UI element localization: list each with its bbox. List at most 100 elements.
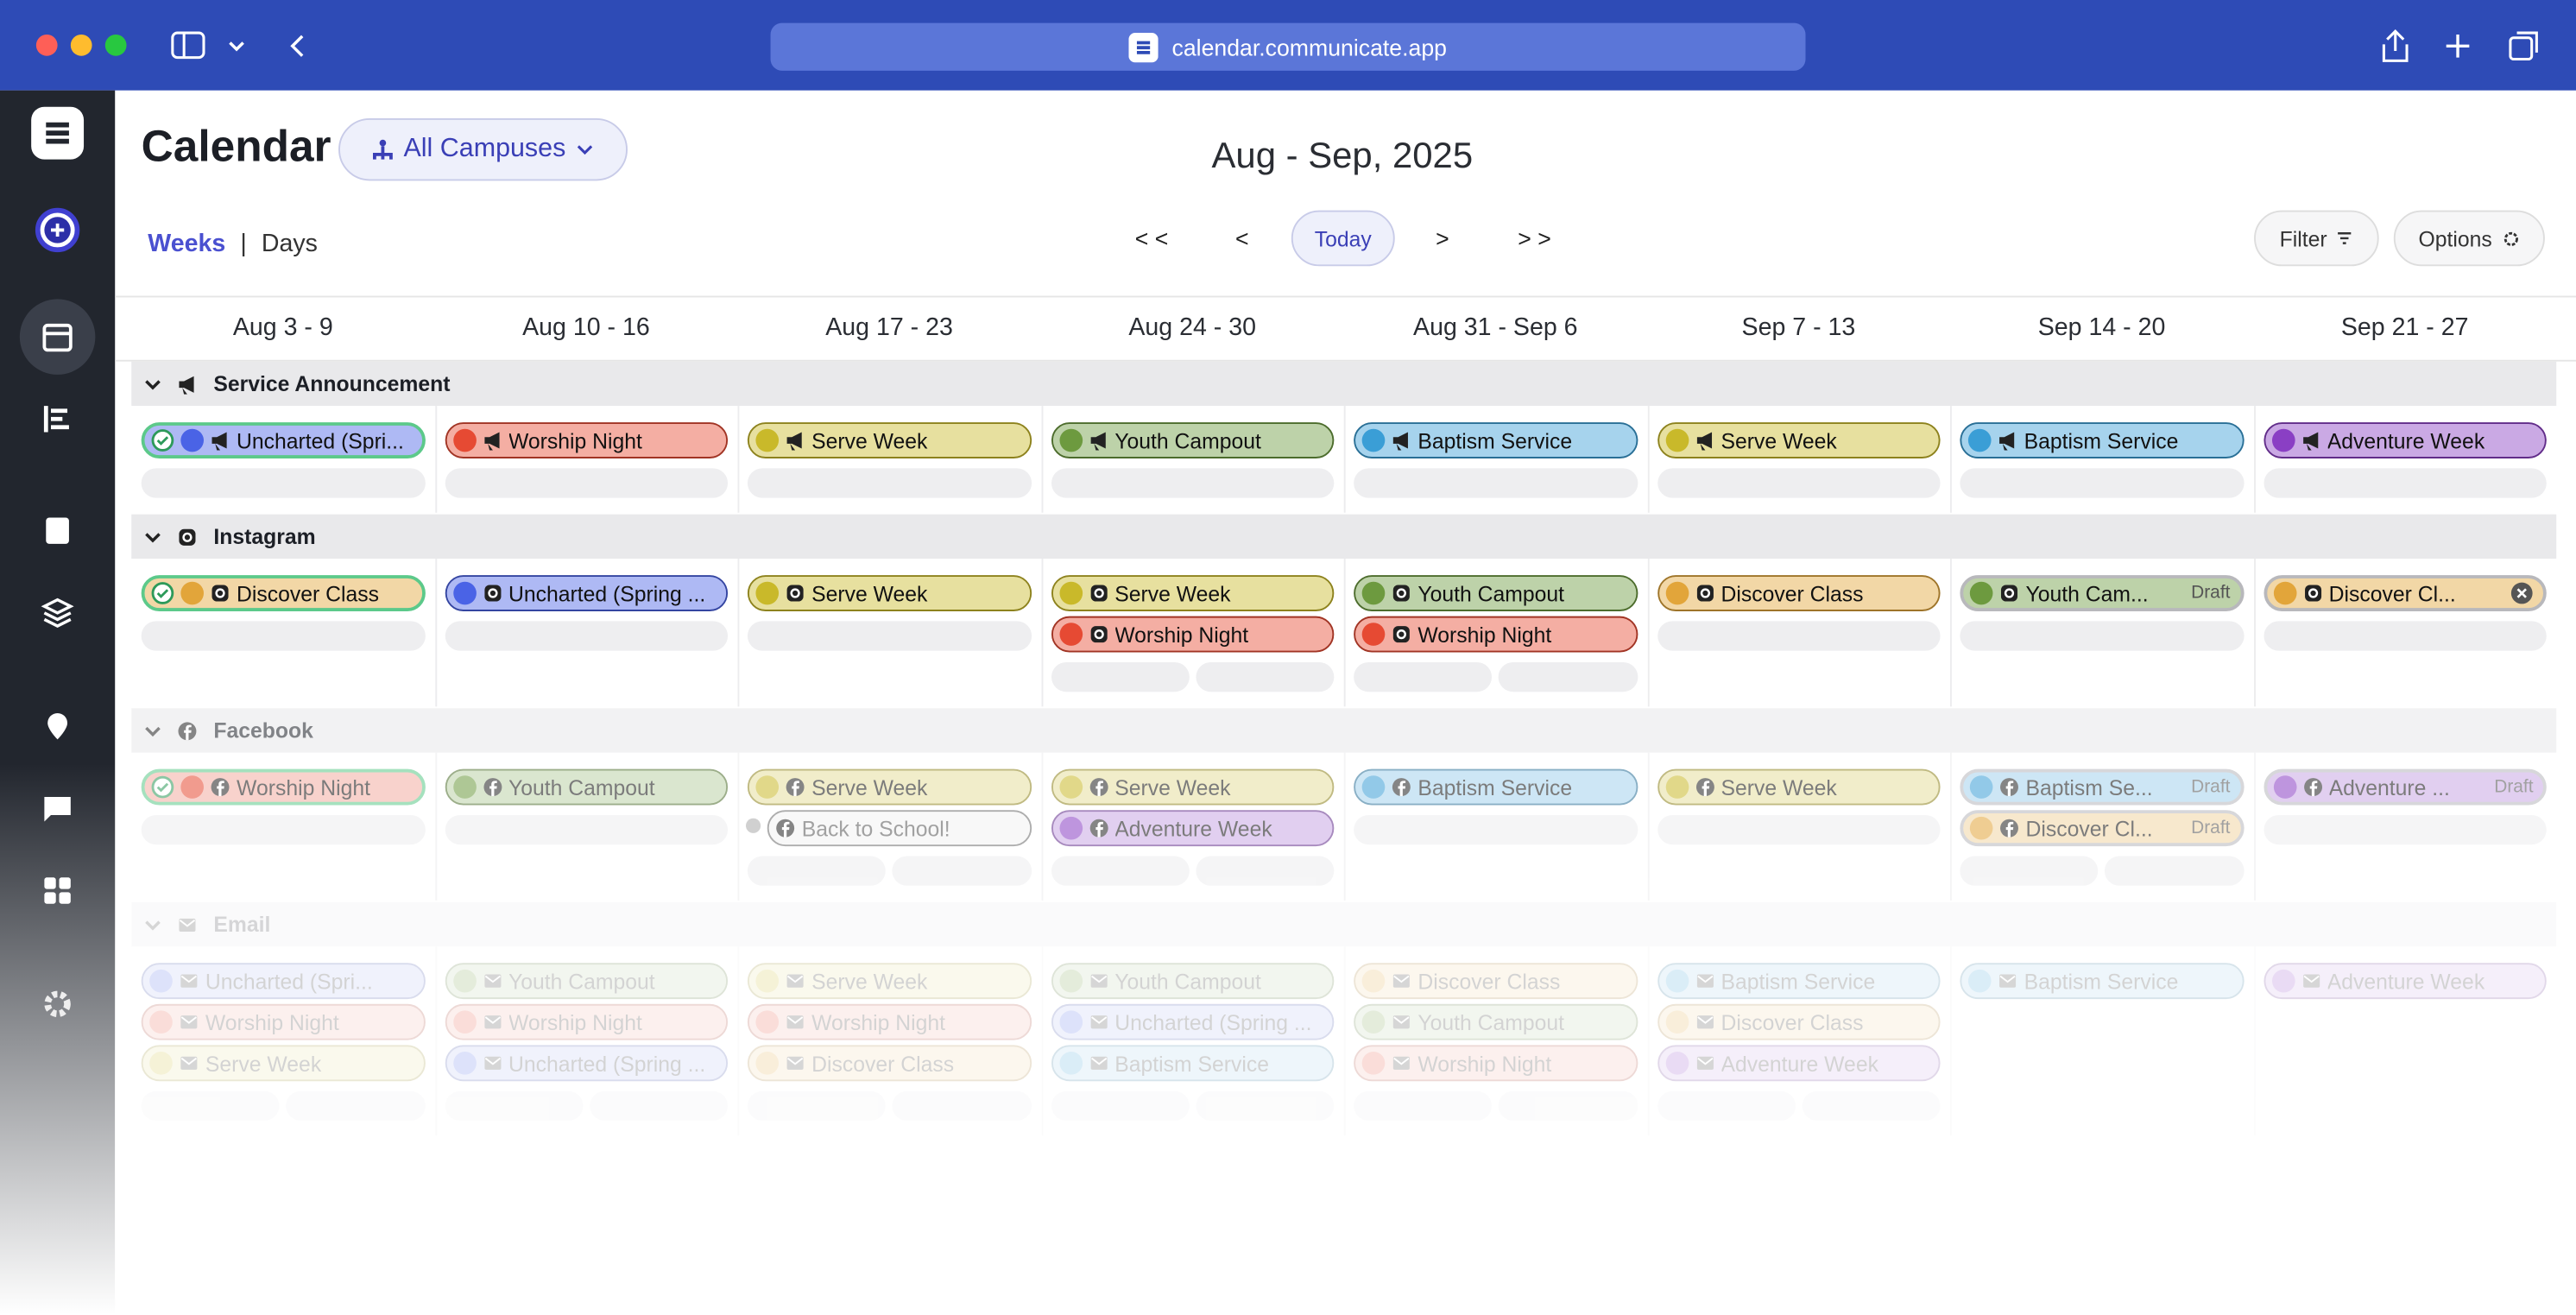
zoom-button[interactable] [104,34,127,56]
nav-button[interactable]: Today [1291,210,1395,267]
event-pill[interactable]: Baptism Service [1657,963,1941,1000]
event-pill[interactable]: Uncharted (Spring ... [444,1045,729,1082]
event-pill[interactable]: Adventure Week [1051,810,1335,847]
event-pill[interactable]: Worship Night [747,1003,1032,1040]
event-pill[interactable]: Worship Night [444,1003,729,1040]
event-pill[interactable]: Serve Week [141,1045,425,1082]
browser-actions[interactable] [2376,26,2550,66]
event-pill[interactable]: Serve Week [747,422,1032,458]
event-label: Baptism Se... [2025,774,2153,800]
event-label: Uncharted (Spri... [205,968,373,994]
event-pill[interactable]: Discover Class [1657,1003,1941,1040]
layers-nav[interactable] [31,586,84,639]
event-pill[interactable]: Serve Week [747,575,1032,611]
event-pill[interactable]: Youth Campout [1051,422,1335,458]
filter-button[interactable]: Filter [2254,210,2379,267]
event-pill[interactable]: Worship Night [141,768,425,806]
nav-button[interactable]: < [1234,224,1249,252]
draft-badge: Draft [2191,818,2231,838]
event-pill[interactable]: Youth Cam... Draft [1960,575,2244,611]
minimize-button[interactable] [70,34,92,56]
event-pill[interactable]: Adventure Week [2263,422,2547,458]
event-pill[interactable]: Serve Week [1051,575,1335,611]
event-pill[interactable]: Baptism Service [1960,422,2244,458]
docs-nav[interactable] [31,504,84,557]
event-pill[interactable]: Baptism Service [1354,422,1638,458]
event-pill[interactable]: Discover Cl... Draft [1960,810,2244,847]
column-divider [1646,406,1649,513]
event-pill[interactable]: Worship Night [1051,616,1335,653]
event-pill[interactable]: Discover Class [1354,963,1638,1000]
event-pill[interactable]: Serve Week [1657,422,1941,458]
event-pill[interactable]: Uncharted (Spri... [141,422,425,458]
event-pill[interactable]: Adventure ... Draft [2263,768,2547,806]
week-label: Sep 14 - 20 [2037,313,2166,342]
messages-nav[interactable] [31,782,84,835]
campus-selector[interactable]: All Campuses [338,118,628,181]
placeholder [2105,856,2244,886]
event-pill[interactable]: Uncharted (Spring ... [444,575,729,611]
section-header[interactable]: Facebook [131,708,2557,753]
event-pill[interactable]: Serve Week [747,963,1032,1000]
section-header[interactable]: Instagram [131,514,2557,560]
event-pill[interactable]: Worship Night [1354,616,1638,653]
column-divider [1343,406,1346,513]
event-pill[interactable]: Youth Campout [1051,963,1335,1000]
calendar-nav[interactable] [19,299,96,375]
days-view[interactable]: Days [261,230,318,258]
event-pill[interactable]: Baptism Service [1960,963,2244,1000]
placeholder [1499,1091,1638,1121]
event-pill[interactable]: Serve Week [1657,768,1941,806]
address-bar[interactable]: calendar.communicate.app [770,22,1806,71]
event-pill[interactable]: Baptism Service [1051,1045,1335,1082]
column-divider [434,946,437,1136]
event-pill[interactable]: Uncharted (Spring ... [1051,1003,1335,1040]
section-header[interactable]: Service Announcement [131,361,2557,407]
event-pill[interactable]: Youth Campout [1354,1003,1638,1040]
apps-nav[interactable] [31,864,84,917]
event-pill[interactable]: Serve Week [1051,768,1335,806]
column-divider [1343,752,1346,901]
event-pill[interactable]: Youth Campout [444,768,729,806]
options-button[interactable]: Options [2393,210,2545,267]
event-label: Serve Week [1114,580,1231,606]
event-label: Baptism Service [2024,427,2179,453]
location-nav[interactable] [31,700,84,753]
logo[interactable] [31,106,85,160]
nav-button[interactable]: > [1436,224,1449,252]
nav-button[interactable]: > > [1518,224,1551,252]
event-pill[interactable]: Discover Cl... [2263,575,2547,611]
event-pill[interactable]: Worship Night [444,422,729,458]
color-dot [1969,581,1993,605]
event-pill[interactable]: Discover Class [747,1045,1032,1082]
event-label: Youth Campout [1417,1009,1565,1035]
event-pill[interactable]: Serve Week [747,768,1032,806]
event-label: Discover Cl... [2328,580,2456,606]
column-divider [737,946,740,1136]
timeline-nav[interactable] [31,393,84,446]
event-pill[interactable]: Youth Campout [444,963,729,1000]
column-divider [1040,752,1043,901]
section-header[interactable]: Email [131,901,2557,947]
event-pill[interactable]: Baptism Se... Draft [1960,768,2244,806]
event-pill[interactable]: Discover Class [1657,575,1941,611]
event-pill[interactable]: Baptism Service [1354,768,1638,806]
remove-button[interactable] [2510,582,2534,605]
event-pill[interactable]: Discover Class [141,575,425,611]
event-pill[interactable]: Worship Night [1354,1045,1638,1082]
campus-label: All Campuses [403,135,566,163]
browser-controls[interactable] [171,31,319,60]
event-pill[interactable]: Adventure Week [2263,963,2547,1000]
event-label: Worship Night [1114,622,1249,647]
event-pill[interactable]: Adventure Week [1657,1045,1941,1082]
event-pill[interactable]: Youth Campout [1354,575,1638,611]
weeks-view[interactable]: Weeks [148,230,226,258]
nav-button[interactable]: < < [1134,224,1169,252]
event-pill[interactable]: Worship Night [141,1003,425,1040]
event-label: Adventure Week [2327,968,2485,994]
settings-nav[interactable] [31,977,84,1030]
create-button[interactable] [31,204,84,256]
event-pill[interactable]: Back to School! [767,810,1032,847]
event-pill[interactable]: Uncharted (Spri... [141,963,425,1000]
close-button[interactable] [35,34,58,56]
